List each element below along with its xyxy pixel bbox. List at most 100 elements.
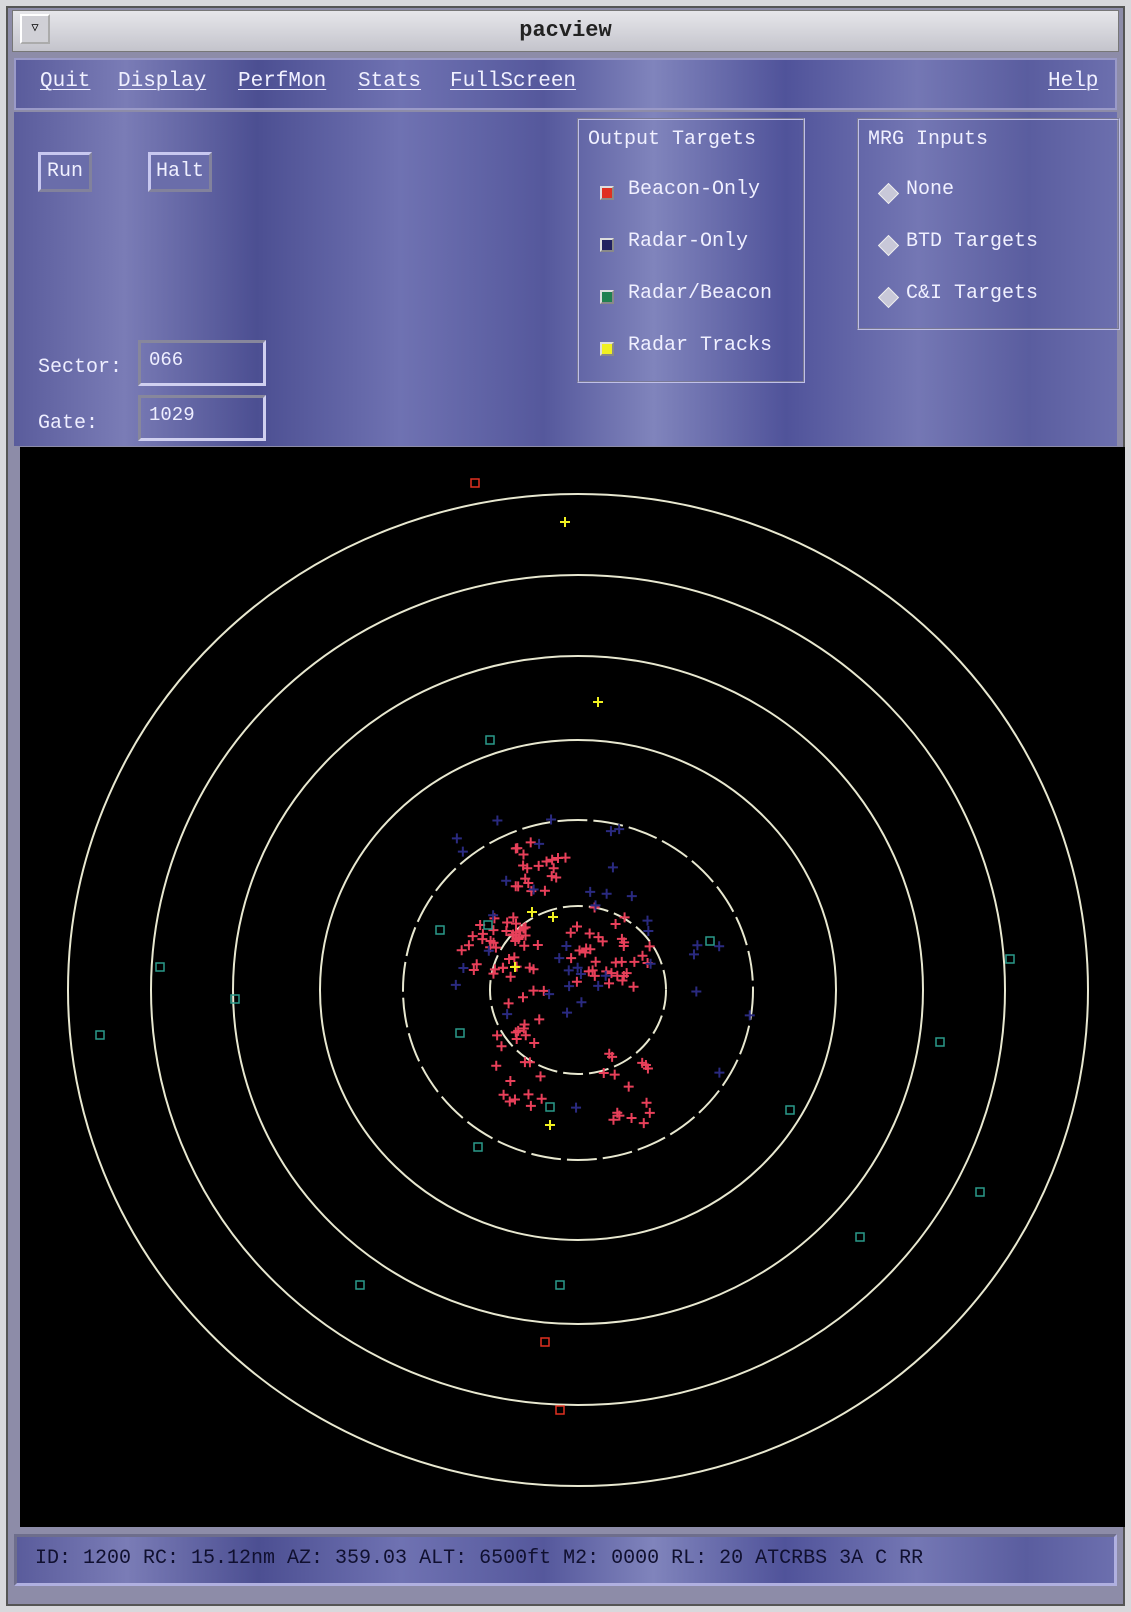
target-mark <box>642 915 653 926</box>
target-mark <box>503 998 514 1009</box>
halt-button[interactable]: Halt <box>148 152 212 192</box>
target-mark <box>511 918 522 929</box>
target-mark <box>643 926 654 937</box>
target-mark <box>535 1071 546 1082</box>
target-mark <box>572 962 583 973</box>
radio-label[interactable]: BTD Targets <box>906 230 1039 253</box>
target-mark <box>95 1030 105 1040</box>
target-mark <box>509 1094 520 1105</box>
target-mark <box>691 986 702 997</box>
radio-label[interactable]: C&I Targets <box>906 282 1039 305</box>
target-mark <box>517 992 528 1003</box>
target-mark <box>488 968 499 979</box>
target-mark <box>546 814 557 825</box>
output-targets-group <box>577 118 805 383</box>
checkbox-label[interactable]: Radar/Beacon <box>628 282 773 305</box>
target-mark <box>565 927 576 938</box>
target-mark <box>470 478 480 488</box>
menu-item[interactable]: Stats <box>358 70 422 93</box>
target-mark <box>574 945 585 956</box>
target-mark <box>626 1112 637 1123</box>
target-mark <box>528 985 539 996</box>
target-mark <box>606 968 617 979</box>
target-mark <box>523 877 534 888</box>
range-ring <box>67 493 1089 1487</box>
target-mark <box>600 970 611 981</box>
target-mark <box>576 997 587 1008</box>
target-mark <box>509 952 520 963</box>
target-mark <box>501 926 512 937</box>
menu-item[interactable]: Help <box>1048 70 1099 93</box>
target-mark <box>637 950 648 961</box>
target-mark <box>492 815 503 826</box>
menu-item[interactable]: FullScreen <box>450 70 577 93</box>
target-mark <box>617 975 628 986</box>
target-mark <box>510 1027 521 1038</box>
target-mark <box>560 517 570 527</box>
menu-item[interactable]: Display <box>118 70 207 93</box>
text-field[interactable]: 1029 <box>138 395 266 441</box>
target-mark <box>525 1100 536 1111</box>
checkbox-label[interactable]: Radar-Only <box>628 230 749 253</box>
checkbox-label[interactable]: Beacon-Only <box>628 178 761 201</box>
field-label: Gate: <box>38 412 99 435</box>
target-mark <box>492 1030 503 1041</box>
target-mark <box>638 1118 649 1129</box>
target-mark <box>612 970 623 981</box>
target-mark <box>583 966 594 977</box>
target-mark <box>589 970 600 981</box>
menu-item[interactable]: Quit <box>40 70 91 93</box>
target-mark <box>855 1232 865 1242</box>
target-mark <box>584 928 595 939</box>
menu-item[interactable]: PerfMon <box>238 70 327 93</box>
checkbox[interactable] <box>600 342 614 356</box>
target-mark <box>529 1038 540 1049</box>
target-mark <box>508 912 519 923</box>
run-button[interactable]: Run <box>38 152 92 192</box>
target-mark <box>502 917 513 928</box>
target-mark <box>505 971 516 982</box>
target-mark <box>601 888 612 899</box>
target-mark <box>714 941 725 952</box>
checkbox[interactable] <box>600 238 614 252</box>
radio-label[interactable]: None <box>906 178 955 201</box>
target-mark <box>548 912 558 922</box>
target-mark <box>519 1057 530 1068</box>
target-mark <box>619 912 630 923</box>
target-mark <box>585 944 596 955</box>
target-mark <box>551 872 562 883</box>
target-mark <box>566 953 577 964</box>
target-mark <box>610 919 621 930</box>
target-mark <box>483 920 493 930</box>
target-mark <box>230 994 240 1004</box>
target-mark <box>458 963 469 974</box>
range-ring <box>319 739 837 1241</box>
target-mark <box>477 928 488 939</box>
checkbox[interactable] <box>600 186 614 200</box>
target-mark <box>593 932 604 943</box>
target-mark <box>623 1081 634 1092</box>
target-mark <box>508 929 519 940</box>
target-mark <box>534 838 545 849</box>
target-mark <box>527 907 537 917</box>
target-mark <box>510 962 520 972</box>
checkbox[interactable] <box>600 290 614 304</box>
target-mark <box>604 1048 615 1059</box>
target-mark <box>609 1069 620 1080</box>
target-mark <box>463 940 474 951</box>
target-mark <box>523 1089 534 1100</box>
target-mark <box>498 1089 509 1100</box>
target-mark <box>539 885 550 896</box>
target-mark <box>714 1067 725 1078</box>
target-mark <box>532 940 543 951</box>
target-mark <box>488 925 499 936</box>
target-mark <box>540 1337 550 1347</box>
target-mark <box>505 1075 516 1086</box>
target-mark <box>605 826 616 837</box>
target-mark <box>598 1068 609 1079</box>
text-field[interactable]: 066 <box>138 340 266 386</box>
target-mark <box>593 697 603 707</box>
window-menu-button[interactable]: ▽ <box>20 14 50 44</box>
checkbox-label[interactable]: Radar Tracks <box>628 334 773 357</box>
